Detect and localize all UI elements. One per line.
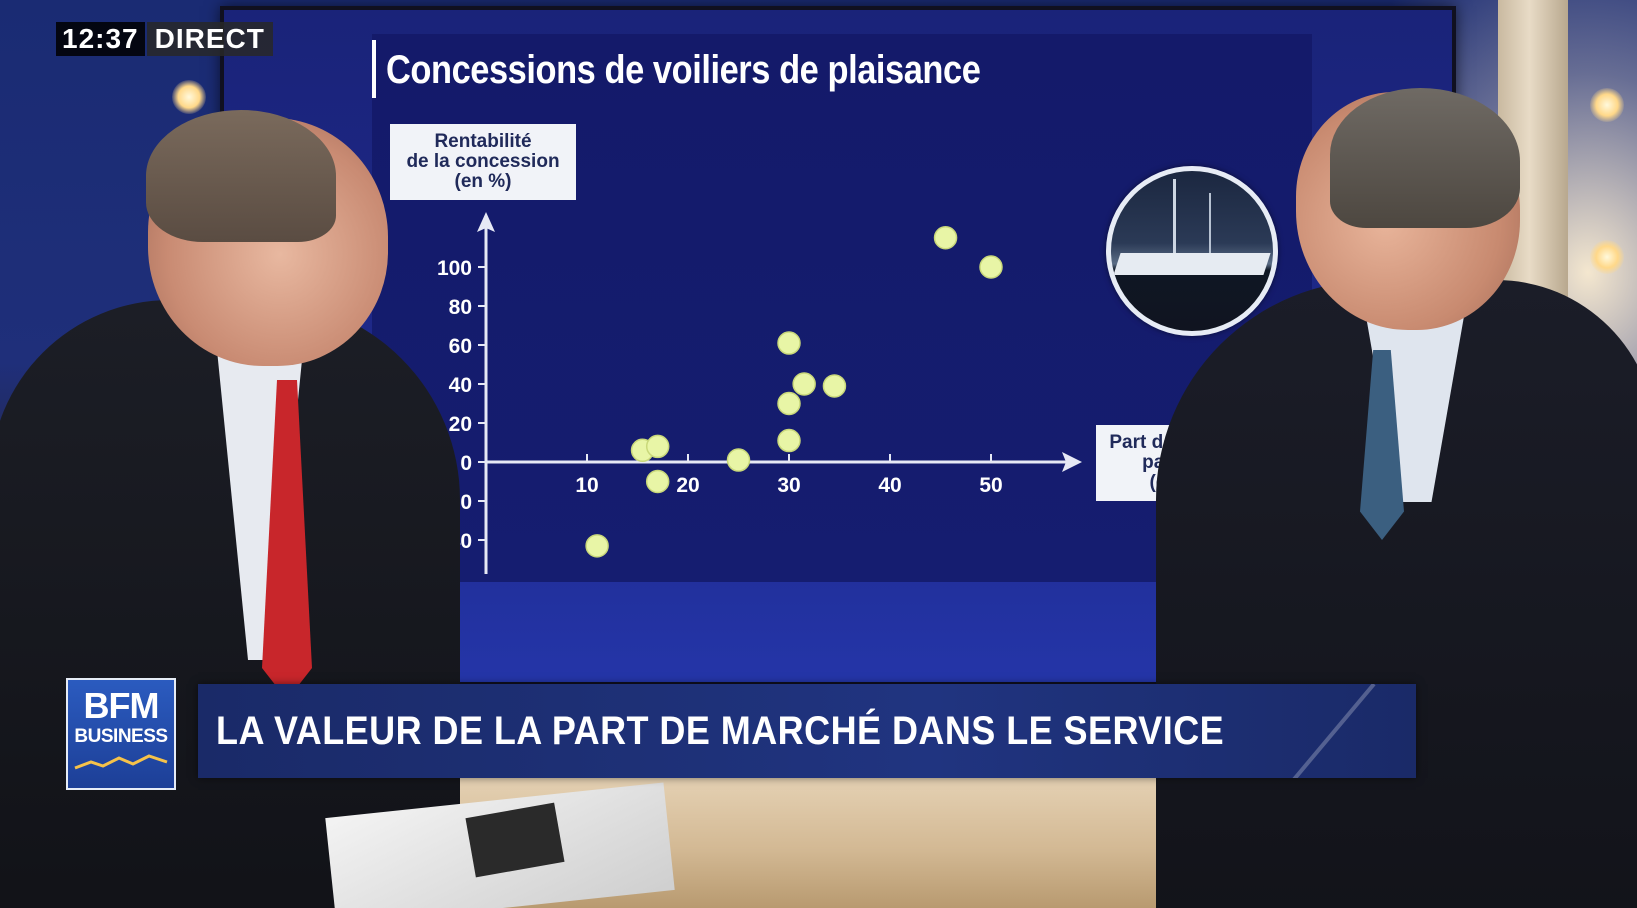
boat-mast: [1209, 193, 1211, 257]
x-tick-label: 40: [878, 474, 901, 497]
data-point: [979, 255, 1003, 279]
live-label: DIRECT: [146, 22, 273, 56]
live-clock-bug: 12:37 DIRECT: [56, 22, 273, 56]
logo-trend-line-icon: [74, 754, 168, 770]
data-point: [777, 391, 801, 416]
banner-slash-decoration: [1288, 684, 1376, 778]
guest-right-hair: [1330, 88, 1520, 228]
boat-mast: [1173, 179, 1176, 259]
data-point: [645, 469, 670, 494]
x-tick-label: 30: [777, 474, 800, 497]
headline-text: LA VALEUR DE LA PART DE MARCHÉ DANS LE S…: [216, 709, 1225, 753]
y-axis-label-line: Rentabilité: [434, 131, 532, 152]
y-tick-label: 0: [460, 452, 472, 475]
data-point: [792, 372, 816, 396]
x-axis-arrow-icon: [1062, 452, 1082, 472]
boat-hull: [1113, 253, 1271, 275]
y-tick-label: 20: [449, 413, 472, 436]
studio-light-bulb: [1590, 240, 1624, 274]
data-point: [726, 448, 751, 472]
title-accent-bar: [372, 40, 376, 98]
data-point: [645, 434, 670, 459]
studio-light-bulb: [1590, 88, 1624, 122]
logo-text-bottom: BUSINESS: [74, 726, 168, 747]
clock-time: 12:37: [56, 22, 145, 56]
y-axis-label-line: de la concession: [406, 151, 560, 172]
data-point: [822, 374, 847, 398]
y-tick-label: 100: [437, 257, 472, 280]
data-point: [777, 331, 801, 355]
chart-title: Concessions de voiliers de plaisance: [386, 48, 981, 92]
studio-light-bulb: [172, 80, 206, 114]
presenter-left-hair: [146, 110, 336, 242]
y-axis-arrow-icon: [477, 212, 495, 232]
data-point: [933, 226, 958, 250]
channel-logo: BFM BUSINESS: [66, 678, 176, 790]
y-tick-label: 60: [449, 335, 472, 358]
x-tick-label: 50: [979, 474, 1002, 497]
data-point: [585, 534, 609, 558]
lower-third-banner: LA VALEUR DE LA PART DE MARCHÉ DANS LE S…: [198, 684, 1416, 778]
y-tick-label: 40: [449, 374, 472, 397]
logo-text-top: BFM: [83, 685, 160, 726]
y-axis-label-line: (en %): [454, 171, 512, 192]
y-tick-label: 80: [449, 296, 472, 319]
data-point: [777, 428, 801, 453]
x-tick-label: 20: [676, 474, 699, 497]
x-tick-label: 10: [575, 474, 598, 497]
sailboat-photo: [1106, 166, 1278, 336]
y-axis-label-box: Rentabilité de la concession (en %): [390, 124, 576, 200]
